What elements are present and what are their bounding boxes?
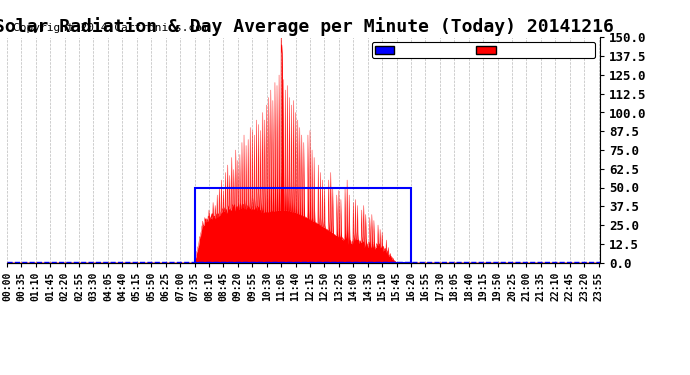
Bar <box>195 188 411 262</box>
Title: Solar Radiation & Day Average per Minute (Today) 20141216: Solar Radiation & Day Average per Minute… <box>0 17 613 36</box>
Text: Copyright 2014 Cartronics.com: Copyright 2014 Cartronics.com <box>13 23 208 33</box>
Legend: Median (W/m2), Radiation (W/m2): Median (W/m2), Radiation (W/m2) <box>372 42 595 58</box>
